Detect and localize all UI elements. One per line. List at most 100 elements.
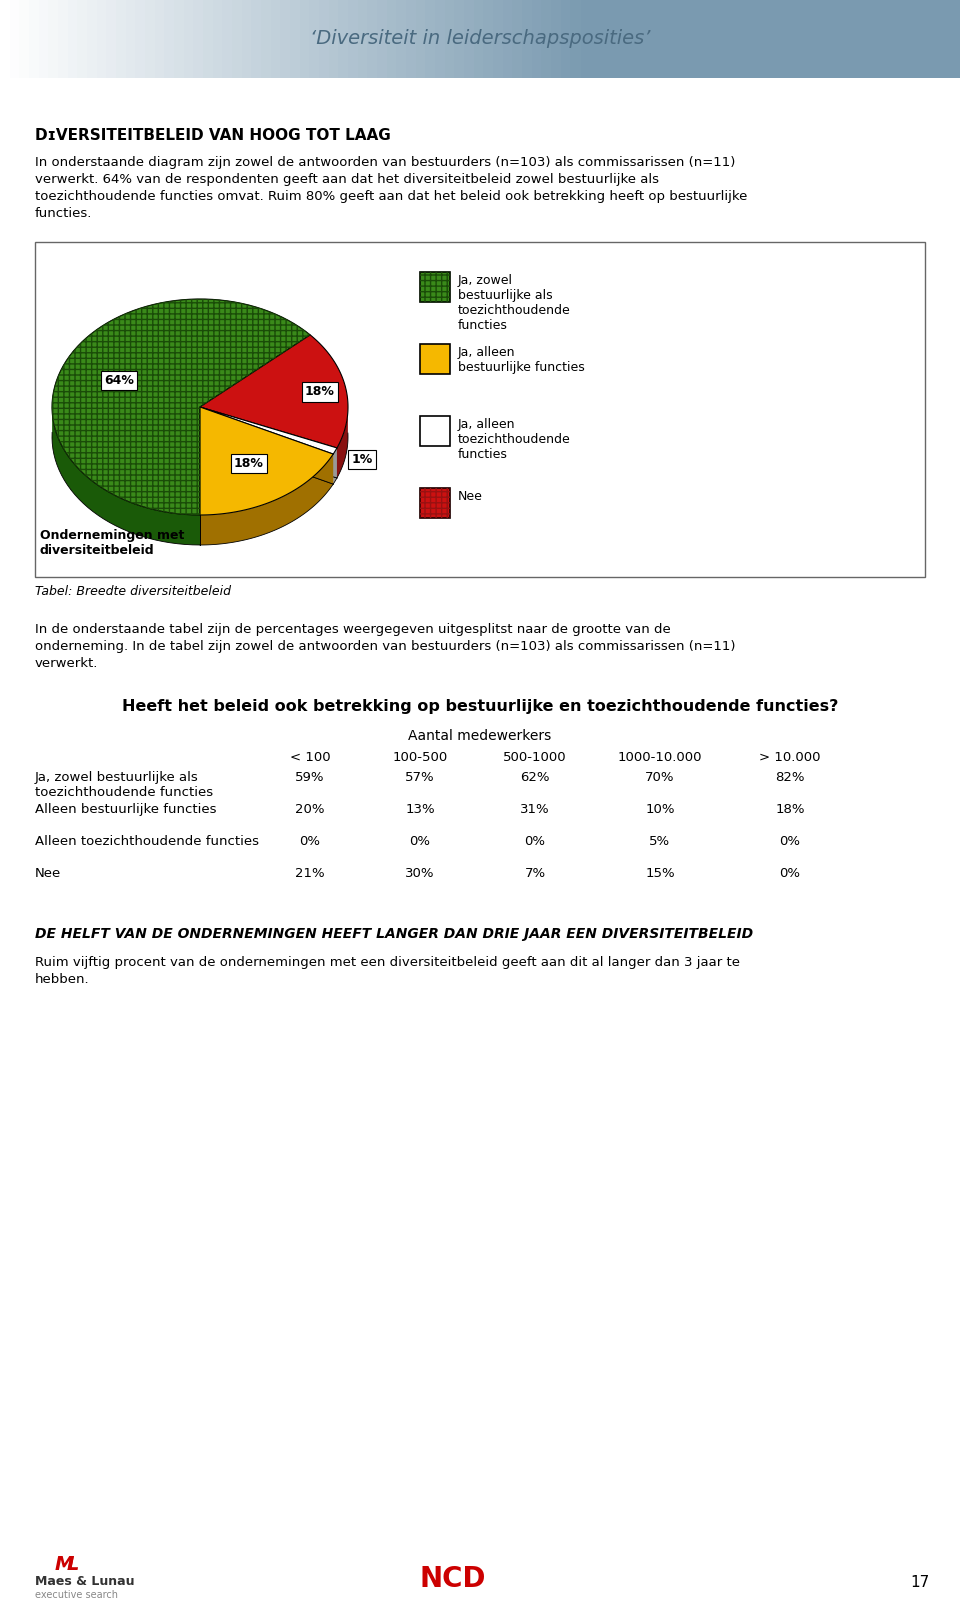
Bar [551, 0, 562, 78]
Bar [561, 0, 571, 78]
Text: < 100: < 100 [290, 751, 330, 763]
Text: 17: 17 [911, 1576, 930, 1590]
Bar [348, 0, 359, 78]
Bar [271, 0, 281, 78]
Bar [213, 0, 224, 78]
Bar [406, 0, 417, 78]
Bar [252, 0, 262, 78]
Text: 70%: 70% [645, 772, 675, 785]
Text: In de onderstaande tabel zijn de percentages weergegeven uitgesplitst naar de gr: In de onderstaande tabel zijn de percent… [35, 622, 671, 635]
Text: 62%: 62% [520, 772, 550, 785]
Text: functies.: functies. [35, 207, 92, 220]
Bar [464, 0, 474, 78]
Text: toezichthoudende functies omvat. Ruim 80% geeft aan dat het beleid ook betrekkin: toezichthoudende functies omvat. Ruim 80… [35, 190, 748, 203]
Text: onderneming. In de tabel zijn zowel de antwoorden van bestuurders (n=103) als co: onderneming. In de tabel zijn zowel de a… [35, 640, 735, 653]
Text: 13%: 13% [405, 802, 435, 815]
Bar [193, 0, 204, 78]
Bar [203, 0, 214, 78]
Text: 0%: 0% [524, 835, 545, 848]
Polygon shape [200, 407, 333, 485]
Bar [368, 0, 378, 78]
Bar [232, 0, 243, 78]
Polygon shape [52, 402, 200, 545]
Bar [126, 0, 136, 78]
Bar [328, 0, 339, 78]
Bar [444, 0, 455, 78]
Text: hebben.: hebben. [35, 973, 89, 986]
Bar [107, 0, 117, 78]
Bar [280, 0, 291, 78]
Bar [223, 0, 233, 78]
Text: verwerkt.: verwerkt. [35, 657, 98, 669]
Bar [532, 0, 542, 78]
Text: 18%: 18% [234, 457, 264, 470]
Bar [377, 0, 388, 78]
Text: Ja, alleen
toezichthoudende
functies: Ja, alleen toezichthoudende functies [458, 418, 571, 460]
Text: 59%: 59% [296, 772, 324, 785]
Text: 20%: 20% [296, 802, 324, 815]
Bar [416, 0, 426, 78]
Bar [35, 242, 925, 577]
Bar [309, 0, 320, 78]
Text: NCD: NCD [420, 1564, 487, 1593]
Text: Ondernemingen met
diversiteitbeleid: Ondernemingen met diversiteitbeleid [40, 528, 184, 558]
Text: 10%: 10% [645, 802, 675, 815]
Bar [435, 0, 445, 78]
Text: Ja, zowel
bestuurlijke als
toezichthoudende
functies: Ja, zowel bestuurlijke als toezichthoude… [458, 274, 571, 332]
Text: Nee: Nee [458, 490, 483, 503]
Bar [420, 488, 450, 519]
Bar [503, 0, 514, 78]
Text: Ruim vijftig procent van de ondernemingen met een diversiteitbeleid geeft aan di: Ruim vijftig procent van de onderneminge… [35, 956, 740, 969]
Bar [473, 0, 485, 78]
Bar [174, 0, 184, 78]
Bar [19, 0, 30, 78]
Bar [0, 0, 960, 78]
Text: Nee: Nee [35, 867, 61, 880]
Text: Tabel: Breedte diversiteitbeleid: Tabel: Breedte diversiteitbeleid [35, 585, 231, 598]
Bar [513, 0, 523, 78]
Text: L: L [67, 1555, 80, 1574]
Bar [29, 0, 39, 78]
Bar [242, 0, 252, 78]
Text: 64%: 64% [104, 374, 133, 387]
Text: 0%: 0% [780, 867, 801, 880]
Bar [541, 0, 552, 78]
Polygon shape [200, 407, 337, 454]
Bar [183, 0, 194, 78]
Bar [454, 0, 465, 78]
Text: 0%: 0% [410, 835, 430, 848]
Polygon shape [200, 407, 333, 515]
Text: Maes & Lunau: Maes & Lunau [35, 1576, 134, 1589]
Text: In onderstaande diagram zijn zowel de antwoorden van bestuurders (n=103) als com: In onderstaande diagram zijn zowel de an… [35, 156, 735, 169]
Text: Aantal medewerkers: Aantal medewerkers [408, 729, 552, 742]
Bar [522, 0, 533, 78]
Bar [58, 0, 69, 78]
Bar [164, 0, 175, 78]
Bar [387, 0, 397, 78]
Bar [420, 417, 450, 446]
Bar [338, 0, 349, 78]
Polygon shape [200, 454, 333, 545]
Text: 57%: 57% [405, 772, 435, 785]
Bar [425, 0, 436, 78]
Text: 500-1000: 500-1000 [503, 751, 566, 763]
Bar [396, 0, 407, 78]
Bar [261, 0, 272, 78]
Bar [135, 0, 146, 78]
Polygon shape [337, 404, 348, 478]
Bar [420, 272, 450, 302]
Text: Alleen bestuurlijke functies: Alleen bestuurlijke functies [35, 802, 217, 815]
Bar [38, 0, 49, 78]
Bar [319, 0, 329, 78]
Polygon shape [333, 447, 337, 485]
Text: DɪVERSITEITBELEID VAN HOOG TOT LAAG: DɪVERSITEITBELEID VAN HOOG TOT LAAG [35, 128, 391, 143]
Text: 1000-10.000: 1000-10.000 [617, 751, 703, 763]
Text: verwerkt. 64% van de respondenten geeft aan dat het diversiteitbeleid zowel best: verwerkt. 64% van de respondenten geeft … [35, 173, 659, 186]
Text: Ja, zowel bestuurlijke als
toezichthoudende functies: Ja, zowel bestuurlijke als toezichthoude… [35, 772, 213, 799]
Polygon shape [200, 336, 348, 447]
Bar [10, 0, 20, 78]
Text: 82%: 82% [776, 772, 804, 785]
Polygon shape [200, 407, 337, 478]
Text: Alleen toezichthoudende functies: Alleen toezichthoudende functies [35, 835, 259, 848]
Text: 7%: 7% [524, 867, 545, 880]
